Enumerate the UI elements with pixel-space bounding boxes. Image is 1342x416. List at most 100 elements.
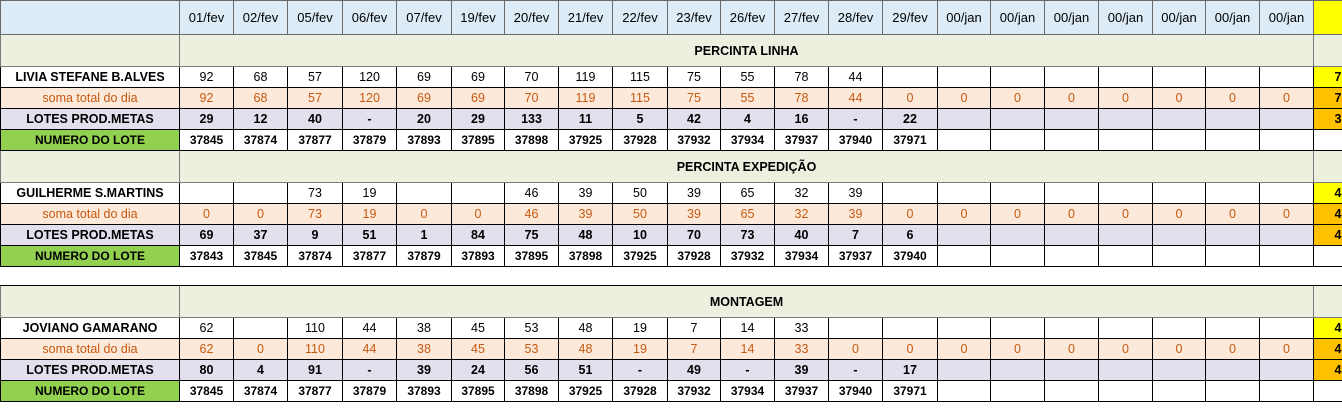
- total-header-cell[interactable]: [1313, 0, 1342, 35]
- numero-value-cell[interactable]: 37895: [504, 245, 559, 267]
- worker-value-cell[interactable]: 68: [233, 66, 288, 88]
- lotes-label[interactable]: LOTES PROD.METAS: [0, 224, 180, 246]
- lotes-value-cell[interactable]: 51: [342, 224, 397, 246]
- lotes-value-cell[interactable]: 70: [667, 224, 721, 246]
- soma-value-cell[interactable]: 38: [396, 338, 452, 360]
- numero-value-cell[interactable]: 37877: [342, 245, 397, 267]
- soma-value-cell[interactable]: 46: [504, 203, 559, 225]
- date-header-cell[interactable]: 26/fev: [720, 0, 775, 35]
- worker-value-cell[interactable]: [451, 182, 505, 204]
- worker-value-cell[interactable]: [937, 182, 991, 204]
- lotes-value-cell[interactable]: [1044, 108, 1099, 130]
- numero-value-cell[interactable]: [990, 129, 1045, 151]
- worker-value-cell[interactable]: [1044, 317, 1099, 339]
- numero-value-cell[interactable]: 37895: [451, 380, 505, 402]
- lotes-value-cell[interactable]: [990, 108, 1045, 130]
- lotes-value-cell[interactable]: [1205, 224, 1260, 246]
- date-header-cell[interactable]: 29/fev: [882, 0, 938, 35]
- worker-value-cell[interactable]: [233, 317, 288, 339]
- worker-total-cell[interactable]: 79: [1313, 66, 1342, 88]
- worker-value-cell[interactable]: [990, 182, 1045, 204]
- worker-value-cell[interactable]: [828, 317, 883, 339]
- lotes-value-cell[interactable]: 84: [451, 224, 505, 246]
- worker-value-cell[interactable]: [1098, 182, 1153, 204]
- numero-value-cell[interactable]: [1044, 380, 1099, 402]
- soma-value-cell[interactable]: 57: [287, 87, 343, 109]
- worker-value-cell[interactable]: 69: [451, 66, 505, 88]
- numero-value-cell[interactable]: 37937: [774, 380, 829, 402]
- lotes-total-cell[interactable]: 41: [1313, 224, 1342, 246]
- worker-value-cell[interactable]: [1152, 317, 1206, 339]
- lotes-value-cell[interactable]: [1044, 359, 1099, 381]
- soma-value-cell[interactable]: 0: [179, 203, 234, 225]
- numero-value-cell[interactable]: 37940: [828, 129, 883, 151]
- numero-value-cell[interactable]: 37874: [233, 380, 288, 402]
- soma-value-cell[interactable]: 0: [990, 338, 1045, 360]
- soma-value-cell[interactable]: 0: [990, 87, 1045, 109]
- worker-value-cell[interactable]: 39: [828, 182, 883, 204]
- worker-value-cell[interactable]: 57: [287, 66, 343, 88]
- numero-value-cell[interactable]: [1152, 245, 1206, 267]
- lotes-value-cell[interactable]: [937, 108, 991, 130]
- soma-value-cell[interactable]: 0: [1205, 338, 1260, 360]
- worker-value-cell[interactable]: 120: [342, 66, 397, 88]
- worker-name[interactable]: GUILHERME S.MARTINS: [0, 182, 180, 204]
- date-header-cell[interactable]: 07/fev: [396, 0, 452, 35]
- worker-value-cell[interactable]: 53: [504, 317, 559, 339]
- worker-name[interactable]: LIVIA STEFANE B.ALVES: [0, 66, 180, 88]
- numero-value-cell[interactable]: [1205, 129, 1260, 151]
- soma-value-cell[interactable]: 0: [1205, 203, 1260, 225]
- soma-value-cell[interactable]: 92: [179, 87, 234, 109]
- lotes-value-cell[interactable]: 56: [504, 359, 559, 381]
- date-header-cell[interactable]: 02/fev: [233, 0, 288, 35]
- worker-value-cell[interactable]: [1259, 66, 1314, 88]
- lotes-value-cell[interactable]: 91: [287, 359, 343, 381]
- lotes-total-cell[interactable]: 30: [1313, 108, 1342, 130]
- lotes-value-cell[interactable]: 48: [558, 224, 613, 246]
- numero-value-cell[interactable]: 37937: [774, 129, 829, 151]
- date-header-cell[interactable]: 06/fev: [342, 0, 397, 35]
- date-header-cell[interactable]: 23/fev: [667, 0, 721, 35]
- soma-value-cell[interactable]: 73: [287, 203, 343, 225]
- worker-value-cell[interactable]: 119: [558, 66, 613, 88]
- lotes-value-cell[interactable]: [1098, 224, 1153, 246]
- soma-total-cell[interactable]: 79: [1313, 87, 1342, 109]
- soma-value-cell[interactable]: 45: [451, 338, 505, 360]
- soma-value-cell[interactable]: 33: [774, 338, 829, 360]
- numero-value-cell[interactable]: 37934: [720, 129, 775, 151]
- soma-value-cell[interactable]: 39: [828, 203, 883, 225]
- worker-value-cell[interactable]: 65: [720, 182, 775, 204]
- lotes-label[interactable]: LOTES PROD.METAS: [0, 108, 180, 130]
- numero-label[interactable]: NUMERO DO LOTE: [0, 380, 180, 402]
- soma-value-cell[interactable]: 7: [667, 338, 721, 360]
- numero-value-cell[interactable]: 37925: [558, 129, 613, 151]
- lotes-value-cell[interactable]: [1259, 359, 1314, 381]
- date-header-cell[interactable]: 00/jan: [937, 0, 991, 35]
- lotes-value-cell[interactable]: 42: [667, 108, 721, 130]
- soma-value-cell[interactable]: 65: [720, 203, 775, 225]
- numero-value-cell[interactable]: 37898: [504, 380, 559, 402]
- date-header-cell[interactable]: 01/fev: [179, 0, 234, 35]
- soma-value-cell[interactable]: 0: [937, 87, 991, 109]
- soma-value-cell[interactable]: 0: [828, 338, 883, 360]
- worker-value-cell[interactable]: 78: [774, 66, 829, 88]
- lotes-value-cell[interactable]: 16: [774, 108, 829, 130]
- soma-value-cell[interactable]: 0: [1044, 338, 1099, 360]
- numero-value-cell[interactable]: 37934: [774, 245, 829, 267]
- date-header-cell[interactable]: 20/fev: [504, 0, 559, 35]
- section-right-cell[interactable]: [1313, 285, 1342, 318]
- worker-value-cell[interactable]: [1152, 66, 1206, 88]
- soma-value-cell[interactable]: 0: [1098, 338, 1153, 360]
- date-header-cell[interactable]: 27/fev: [774, 0, 829, 35]
- soma-value-cell[interactable]: 115: [612, 87, 668, 109]
- worker-value-cell[interactable]: 48: [558, 317, 613, 339]
- worker-value-cell[interactable]: 62: [179, 317, 234, 339]
- numero-value-cell[interactable]: 37940: [828, 380, 883, 402]
- date-header-cell[interactable]: 22/fev: [612, 0, 668, 35]
- numero-value-cell[interactable]: 37928: [612, 129, 668, 151]
- soma-value-cell[interactable]: 120: [342, 87, 397, 109]
- numero-value-cell[interactable]: [990, 245, 1045, 267]
- soma-value-cell[interactable]: 55: [720, 87, 775, 109]
- lotes-value-cell[interactable]: [1205, 359, 1260, 381]
- worker-value-cell[interactable]: 110: [287, 317, 343, 339]
